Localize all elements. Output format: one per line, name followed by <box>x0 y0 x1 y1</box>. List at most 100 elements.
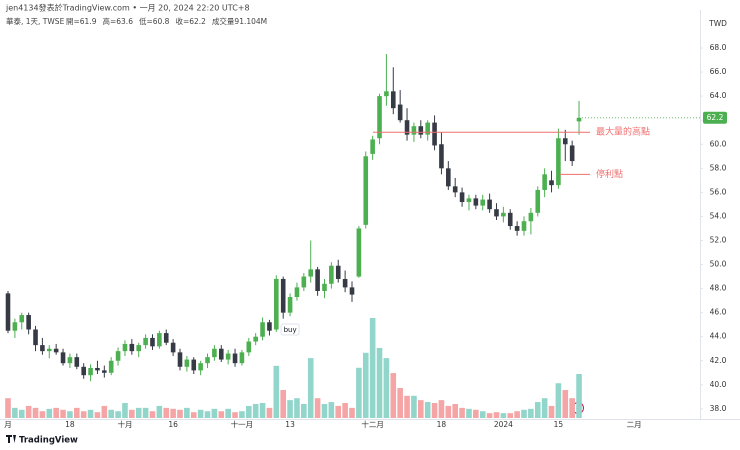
volume-bar <box>307 358 314 418</box>
candle-body <box>397 104 403 121</box>
volume-bar <box>576 373 582 418</box>
volume-bar <box>301 403 307 418</box>
y-tick-label: 58.0 <box>710 163 727 172</box>
volume-bar <box>362 352 369 418</box>
volume-bar <box>170 408 176 418</box>
candle-body <box>390 91 396 109</box>
volume-bar <box>53 407 59 418</box>
candle-body <box>122 343 128 352</box>
candle-body <box>267 322 272 331</box>
volume-bar <box>239 411 245 418</box>
x-tick-label: 二月 <box>627 420 642 429</box>
candle-body <box>191 359 197 371</box>
candle-body <box>528 212 534 222</box>
volume-bar <box>321 403 328 418</box>
candle-body <box>239 352 245 364</box>
candle-body <box>370 139 375 154</box>
volume-bar <box>521 409 527 418</box>
volume-bar <box>390 373 397 418</box>
volume-bar <box>5 398 11 418</box>
volume-bar <box>60 409 66 418</box>
volume-bar <box>149 411 156 418</box>
volume-bar <box>486 413 493 418</box>
y-tick-label: 48.0 <box>710 284 727 293</box>
candle-body <box>5 293 11 331</box>
candle-body <box>335 265 341 279</box>
volume-bar <box>438 400 445 418</box>
volume-bar <box>534 402 541 418</box>
candle-body <box>556 138 561 186</box>
x-tick-label: 18 <box>437 420 447 429</box>
volume-bar <box>135 407 142 418</box>
candle-body <box>40 345 45 352</box>
candle-body <box>108 360 114 373</box>
volume-bar <box>514 411 520 418</box>
volume-bar <box>473 409 479 418</box>
candle-body <box>60 352 66 364</box>
stat: 成交量91.104M <box>212 16 267 26</box>
y-tick-label: 50.0 <box>710 260 727 269</box>
y-tick-label: 52.0 <box>710 235 727 244</box>
volume-bar <box>18 409 25 418</box>
stat: 高=63.6 <box>102 16 133 26</box>
volume-bar <box>404 395 410 418</box>
candle-body <box>136 345 142 352</box>
candle-body <box>535 189 541 213</box>
volume-bar <box>246 405 252 418</box>
stat: 低=60.8 <box>139 16 170 26</box>
volume-bar <box>466 408 472 418</box>
volume-bar <box>424 402 431 418</box>
x-tick-label: 十二月 <box>361 419 384 429</box>
candle-body <box>569 145 575 162</box>
volume-bar <box>218 411 225 418</box>
candle-body <box>198 363 203 371</box>
x-tick-label: 月 <box>4 420 12 429</box>
candle-body <box>81 366 86 376</box>
volume-bar <box>479 411 486 418</box>
candle-body <box>143 337 148 346</box>
candle-body <box>315 269 320 291</box>
volume-bar <box>569 398 575 418</box>
candle-body <box>129 343 135 352</box>
candle-body <box>67 357 73 364</box>
x-tick-label: 16 <box>168 420 178 429</box>
candle-body <box>163 333 169 343</box>
x-tick-label: 13 <box>285 420 295 429</box>
candle-body <box>562 138 568 145</box>
volume-bar <box>67 411 73 418</box>
candle-body <box>480 199 486 206</box>
volume-bar <box>163 407 170 418</box>
candle-body <box>452 186 458 193</box>
x-tick-label: 15 <box>554 420 564 429</box>
candle-body <box>150 337 155 347</box>
candle-body <box>232 353 238 364</box>
candle-body <box>88 367 93 376</box>
volume-bar <box>369 318 376 418</box>
volume-bar <box>101 405 108 418</box>
volume-bar <box>184 407 190 418</box>
candle-body <box>212 348 217 358</box>
candle-body <box>349 287 355 295</box>
volume-bar <box>232 412 238 418</box>
volume-bar <box>500 413 507 418</box>
candle-body <box>446 168 451 187</box>
volume-bar <box>397 388 403 418</box>
volume-bar <box>273 365 280 418</box>
candle-body <box>576 117 582 122</box>
candle-body <box>74 357 80 367</box>
logo: TradingView <box>6 435 78 446</box>
y-tick-label: 40.0 <box>710 380 727 389</box>
x-tick-label: 2024 <box>494 420 513 429</box>
stat: 開=61.9 <box>66 17 97 26</box>
volume-bar <box>555 383 562 418</box>
volume-bar <box>541 398 548 418</box>
volume-bar <box>335 405 342 418</box>
volume-bar <box>507 413 514 418</box>
volume-bar <box>74 407 80 418</box>
candle-body <box>356 228 362 277</box>
candle-body <box>95 367 100 371</box>
x-tick-label: 十月 <box>117 419 132 429</box>
candle-body <box>329 265 334 284</box>
volume-bar <box>46 408 53 418</box>
